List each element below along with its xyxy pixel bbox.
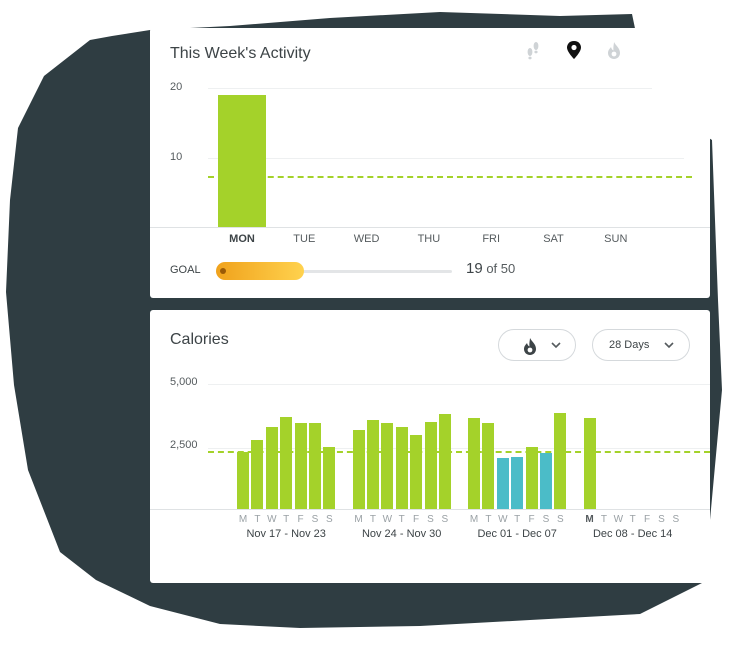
chart-baseline xyxy=(150,227,710,228)
weekday-label: M xyxy=(469,514,479,525)
weekday-label: W xyxy=(267,514,277,525)
weekday-label: S xyxy=(557,514,564,525)
chevron-down-icon xyxy=(551,342,561,349)
calorie-bar xyxy=(381,422,394,509)
day-label: THU xyxy=(417,233,441,245)
calorie-bar xyxy=(438,414,451,509)
day-label: FRI xyxy=(482,233,501,245)
weekday-label: S xyxy=(672,514,680,525)
weekday-label: T xyxy=(629,514,636,525)
calorie-bar xyxy=(294,422,307,509)
y-tick-label: 20 xyxy=(170,81,183,93)
weekday-label: F xyxy=(528,514,535,525)
week-range-label: Dec 01 - Dec 07 xyxy=(477,528,557,540)
calorie-bar xyxy=(366,420,379,509)
calorie-bar xyxy=(525,446,538,509)
weekday-label: M xyxy=(585,514,594,525)
calorie-bar xyxy=(583,417,596,509)
day-label: MON xyxy=(229,233,255,245)
weekday-label: T xyxy=(485,514,492,525)
calorie-bar xyxy=(265,426,278,509)
day-label: SUN xyxy=(604,233,628,245)
y-tick-label: 10 xyxy=(170,150,183,163)
weekday-label: T xyxy=(398,514,405,525)
weekday-label: S xyxy=(311,514,319,525)
week-range-label: Dec 08 - Dec 14 xyxy=(592,528,673,540)
goal-progress-fill xyxy=(216,262,304,280)
metric-dropdown[interactable] xyxy=(498,329,576,361)
chevron-down-icon xyxy=(664,342,674,349)
day-label: WED xyxy=(353,233,380,245)
calorie-bar xyxy=(251,439,264,509)
activity-title: This Week's Activity xyxy=(170,45,311,62)
week-range-label: Nov 17 - Nov 23 xyxy=(246,528,326,540)
flame-icon[interactable] xyxy=(605,40,623,60)
weekday-label: W xyxy=(382,514,393,525)
activity-bar xyxy=(218,94,266,227)
goal-label: GOAL xyxy=(170,264,201,276)
weekday-label: T xyxy=(283,514,290,525)
gridline-2500 xyxy=(208,448,710,449)
weekday-label: S xyxy=(542,514,550,525)
location-pin-icon[interactable] xyxy=(565,40,583,60)
calorie-bar xyxy=(468,417,480,509)
calories-title: Calories xyxy=(170,331,229,348)
calorie-bar xyxy=(482,422,495,509)
gridline-5000 xyxy=(208,384,710,385)
calorie-bar xyxy=(410,435,423,509)
calorie-bar xyxy=(323,446,336,509)
weekday-label: T xyxy=(254,514,261,525)
calorie-bar xyxy=(395,426,408,509)
goal-progress-text: 19 of 50 xyxy=(466,260,515,277)
weekday-label: S xyxy=(427,514,434,525)
weekday-label: S xyxy=(441,514,449,525)
date-range-dropdown[interactable]: 28 Days xyxy=(592,329,690,361)
goal-line xyxy=(208,450,710,453)
weekday-label: W xyxy=(613,514,624,525)
activity-card: This Week's Activity 10 20 MON TUE WED THU FR… xyxy=(150,28,710,298)
weekday-label: F xyxy=(644,514,651,525)
weekday-label: W xyxy=(498,514,508,525)
goal-progress-knob[interactable] xyxy=(220,268,226,274)
y-tick-label: 5,000 xyxy=(170,376,198,388)
calorie-bar xyxy=(309,422,321,509)
weekday-label: T xyxy=(369,514,376,525)
weekday-label: S xyxy=(658,514,665,525)
weekday-label: F xyxy=(413,514,420,525)
goal-line xyxy=(208,175,692,178)
calorie-bar xyxy=(540,452,552,509)
weekday-label: M xyxy=(354,514,363,525)
goal-current-value: 19 xyxy=(466,260,483,277)
chart-baseline xyxy=(150,509,710,510)
gridline-10 xyxy=(208,158,684,159)
y-tick-label: 2,500 xyxy=(170,438,198,451)
calorie-bar xyxy=(237,451,249,509)
calorie-bar xyxy=(280,416,293,509)
weekday-label: S xyxy=(326,514,333,525)
flame-icon xyxy=(524,338,536,355)
calorie-bar xyxy=(511,456,524,509)
calorie-bar xyxy=(554,412,567,509)
date-range-label: 28 Days xyxy=(609,339,650,351)
calorie-bar xyxy=(496,457,509,509)
weekday-label: F xyxy=(297,514,304,525)
calorie-bar xyxy=(424,421,437,509)
calorie-bar xyxy=(352,430,365,509)
week-range-label: Nov 24 - Nov 30 xyxy=(361,528,442,540)
day-label: TUE xyxy=(293,233,316,245)
weekday-label: T xyxy=(600,514,607,525)
goal-target-text: of 50 xyxy=(486,261,516,276)
weekday-label: M xyxy=(238,514,248,525)
gridline-20 xyxy=(208,88,652,89)
goal-progress-track xyxy=(216,270,452,273)
day-label: SAT xyxy=(543,233,564,245)
footsteps-icon[interactable] xyxy=(524,40,542,60)
calories-card: Calories 28 Days 2,500 5,000 M T W T F S S Nov 1… xyxy=(150,310,710,583)
weekday-label: T xyxy=(514,514,521,525)
